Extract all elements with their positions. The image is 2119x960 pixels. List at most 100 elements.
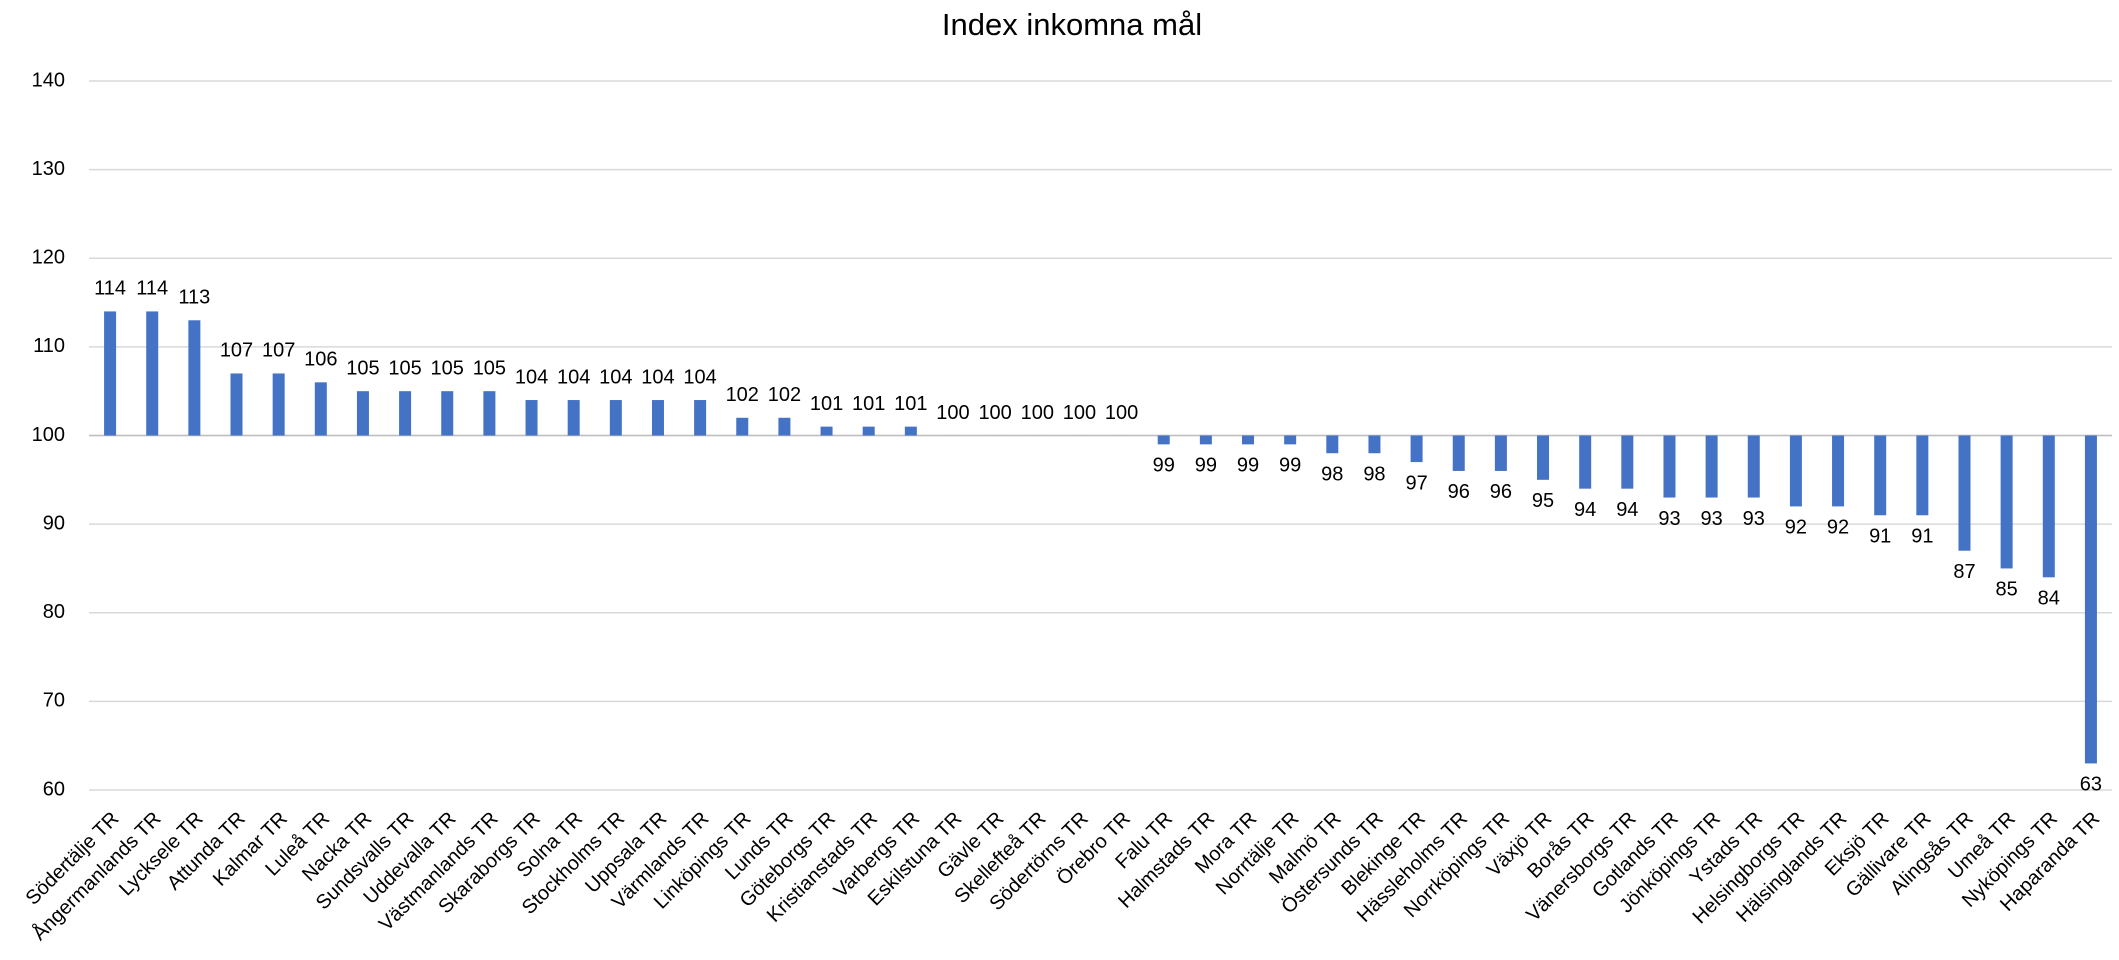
bar [1747, 435, 1760, 498]
bar [651, 400, 664, 436]
data-label: 104 [599, 366, 632, 388]
data-label: 99 [1195, 455, 1217, 477]
bar [1621, 435, 1634, 489]
data-label: 98 [1363, 464, 1385, 486]
bar [1874, 435, 1887, 516]
data-label: 93 [1700, 508, 1722, 530]
bar [2042, 435, 2055, 578]
bar [399, 391, 412, 436]
y-tick-label: 70 [43, 690, 65, 712]
data-label: 84 [2038, 588, 2060, 610]
bar [778, 417, 791, 436]
y-tick-label: 140 [32, 69, 65, 91]
bar [1368, 435, 1381, 454]
bar [1663, 435, 1676, 498]
y-tick-label: 100 [32, 424, 65, 446]
y-tick-label: 80 [43, 601, 65, 623]
data-label: 100 [978, 402, 1011, 424]
data-label: 97 [1405, 472, 1427, 494]
data-label: 100 [936, 402, 969, 424]
bar [1242, 435, 1255, 445]
bar [1789, 435, 1802, 507]
y-tick-label: 90 [43, 512, 65, 534]
data-label: 104 [641, 366, 674, 388]
bar [567, 400, 580, 436]
bar [1452, 435, 1465, 471]
data-label: 100 [1063, 402, 1096, 424]
data-label: 93 [1743, 508, 1765, 530]
bar [230, 373, 243, 436]
data-label: 87 [1953, 561, 1975, 583]
bar [736, 417, 749, 436]
y-tick-label: 120 [32, 247, 65, 269]
bar [441, 391, 454, 436]
data-label: 104 [557, 366, 590, 388]
data-label: 105 [346, 357, 379, 379]
bar [104, 311, 117, 436]
data-label: 99 [1237, 455, 1259, 477]
data-label: 101 [810, 393, 843, 415]
data-label: 98 [1321, 464, 1343, 486]
y-tick-label: 130 [32, 158, 65, 180]
bar [356, 391, 369, 436]
bar [1199, 435, 1212, 445]
data-label: 91 [1911, 526, 1933, 548]
data-label: 105 [388, 357, 421, 379]
bar [272, 373, 285, 436]
bar [2000, 435, 2013, 569]
bar [1832, 435, 1845, 507]
data-label: 91 [1869, 526, 1891, 548]
bar [1705, 435, 1718, 498]
bar [525, 400, 538, 436]
data-label: 100 [1105, 402, 1138, 424]
bar [1537, 435, 1550, 480]
data-label: 113 [178, 287, 210, 309]
bar [2084, 435, 2097, 764]
data-label: 92 [1785, 517, 1807, 539]
data-label: 96 [1490, 481, 1512, 503]
bar [1410, 435, 1423, 463]
bar [483, 391, 496, 436]
data-label: 107 [220, 340, 253, 362]
data-label: 85 [1996, 579, 2018, 601]
data-label: 104 [683, 366, 716, 388]
data-label: 106 [304, 349, 337, 371]
data-label: 105 [431, 357, 464, 379]
data-label: 114 [136, 278, 168, 300]
data-label: 99 [1153, 455, 1175, 477]
data-label: 102 [726, 384, 759, 406]
data-label: 101 [894, 393, 927, 415]
bar [1157, 435, 1170, 445]
data-label: 105 [473, 357, 506, 379]
data-label: 114 [94, 278, 126, 300]
data-label: 63 [2080, 774, 2102, 796]
bar [188, 320, 201, 436]
data-label: 100 [1021, 402, 1054, 424]
data-label: 94 [1574, 499, 1596, 521]
data-label: 104 [515, 366, 548, 388]
bar [862, 426, 875, 436]
bar [904, 426, 917, 436]
bar [694, 400, 707, 436]
bar [1916, 435, 1929, 516]
bar [609, 400, 622, 436]
data-label: 99 [1279, 455, 1301, 477]
data-label: 102 [768, 384, 801, 406]
bar [1958, 435, 1971, 551]
bar [1326, 435, 1339, 454]
bar [314, 382, 327, 436]
data-label: 94 [1616, 499, 1638, 521]
data-label: 101 [852, 393, 885, 415]
data-label: 95 [1532, 490, 1554, 512]
bar [146, 311, 159, 436]
y-tick-label: 60 [43, 778, 65, 800]
bar [820, 426, 833, 436]
chart-title: Index inkomna mål [942, 7, 1202, 42]
y-tick-label: 110 [33, 335, 65, 357]
bar [1284, 435, 1297, 445]
data-label: 107 [262, 340, 295, 362]
bar [1494, 435, 1507, 471]
bar [1579, 435, 1592, 489]
